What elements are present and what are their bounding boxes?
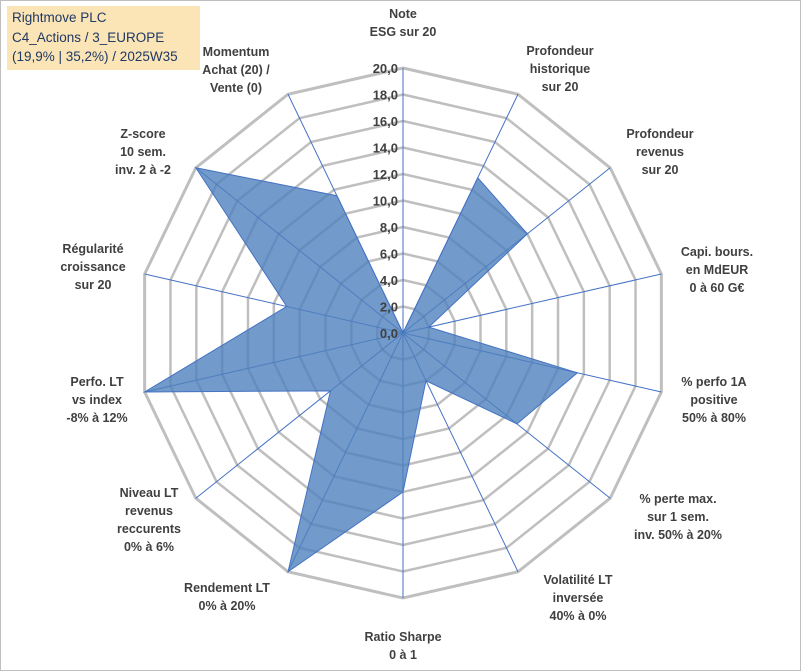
tick-label: 0,0 (380, 326, 398, 341)
tick-label: 20,0 (373, 61, 398, 76)
axis-label-line: revenus (125, 504, 173, 518)
axis-label-line: -8% à 12% (66, 411, 127, 425)
axis-label: Ratio Sharpe 0 à 1 (364, 630, 441, 662)
axis-label-line: sur 20 (542, 80, 579, 94)
axis-label-line: 40% à 0% (550, 609, 607, 623)
axis-label-line: inv. 50% à 20% (634, 528, 722, 542)
axis-label-line: % perte max. (639, 492, 716, 506)
axis-label-line: Profondeur (626, 127, 693, 141)
axis-label-line: sur 1 sem. (647, 510, 709, 524)
axis-label: % perte max. sur 1 sem. inv. 50% à 20% (634, 492, 722, 542)
axis-label-line: reccurents (117, 522, 181, 536)
axis-label-line: Z-score (120, 127, 165, 141)
axis-label-line: 0% à 6% (124, 540, 174, 554)
axis-label: Niveau LT revenus reccurents 0% à 6% (117, 486, 181, 554)
axis-label-line: positive (690, 393, 737, 407)
axis-label-line: sur 20 (642, 163, 679, 177)
axis-label-line: revenus (636, 145, 684, 159)
axis-label-layer: Note ESG sur 20 Profondeur historique sur 20… (60, 7, 753, 662)
axis-label: Rendement LT 0% à 20% (184, 581, 270, 613)
axis-label-line: Perfo. LT (70, 375, 124, 389)
axis-label-line: Vente (0) (210, 81, 262, 95)
title-line-category: C4_Actions / 3_EUROPE (12, 29, 165, 45)
axis-label-line: Achat (20) / (202, 63, 270, 77)
axis-label-line: Profondeur (526, 44, 593, 58)
axis-label-line: Rendement LT (184, 581, 270, 595)
axis-label: Régularité croissance sur 20 (60, 242, 125, 292)
axis-label-line: inversée (553, 591, 604, 605)
axis-label-line: 0 à 60 G€ (690, 281, 745, 295)
axis-label-line: 10 sem. (120, 145, 166, 159)
axis-label-line: croissance (60, 260, 125, 274)
axis-label-line: Ratio Sharpe (364, 630, 441, 644)
axis-label-line: Momentum (203, 45, 270, 59)
axis-label-line: inv. 2 à -2 (115, 163, 171, 177)
axis-label-line: ESG sur 20 (370, 25, 437, 39)
axis-label: Perfo. LT vs index -8% à 12% (66, 375, 127, 425)
axis-label-line: en MdEUR (686, 263, 749, 277)
axis-label-line: Niveau LT (120, 486, 179, 500)
axis-label-line: Note (389, 7, 417, 21)
title-line-period: (19,9% | 35,2%) / 2025W35 (12, 49, 178, 64)
axis-label: Z-score 10 sem. inv. 2 à -2 (115, 127, 171, 177)
tick-label: 8,0 (380, 220, 398, 235)
axis-label: Note ESG sur 20 (370, 7, 437, 39)
axis-label: Profondeur historique sur 20 (526, 44, 593, 94)
axis-spoke (402, 273, 662, 334)
title-line-company: Rightmove PLC (12, 10, 107, 25)
tick-label: 12,0 (373, 167, 398, 182)
tick-label: 14,0 (373, 141, 398, 156)
tick-label: 2,0 (380, 300, 398, 315)
axis-label-line: % perfo 1A (681, 375, 746, 389)
axis-label-line: vs index (72, 393, 122, 407)
tick-label: 16,0 (373, 114, 398, 129)
axis-label: Volatilité LT inversée 40% à 0% (544, 573, 613, 623)
axis-label: % perfo 1A positive 50% à 80% (681, 375, 746, 425)
axis-label-line: sur 20 (75, 278, 112, 292)
tick-label: 6,0 (380, 247, 398, 262)
tick-label: 4,0 (380, 273, 398, 288)
axis-label-line: Régularité (62, 242, 123, 256)
data-series-area (142, 167, 579, 573)
axis-label: Momentum Achat (20) / Vente (0) (202, 45, 270, 95)
axis-label-line: Volatilité LT (544, 573, 613, 587)
axis-label: Capi. bours. en MdEUR 0 à 60 G€ (681, 245, 753, 295)
tick-label: 18,0 (373, 88, 398, 103)
axis-label-line: historique (530, 62, 590, 76)
axis-label: Profondeur revenus sur 20 (626, 127, 693, 177)
chart-title-box: Rightmove PLC C4_Actions / 3_EUROPE (19,… (7, 6, 200, 70)
axis-label-line: 0 à 1 (389, 648, 417, 662)
axis-label-line: 50% à 80% (682, 411, 746, 425)
tick-label: 10,0 (373, 194, 398, 209)
axis-label-line: 0% à 20% (199, 599, 256, 613)
tick-label-layer: 0,0 2,0 4,0 6,0 8,0 10,0 12,0 14,0 16,0 18,0 20,0 (373, 61, 398, 341)
axis-label-line: Capi. bours. (681, 245, 753, 259)
